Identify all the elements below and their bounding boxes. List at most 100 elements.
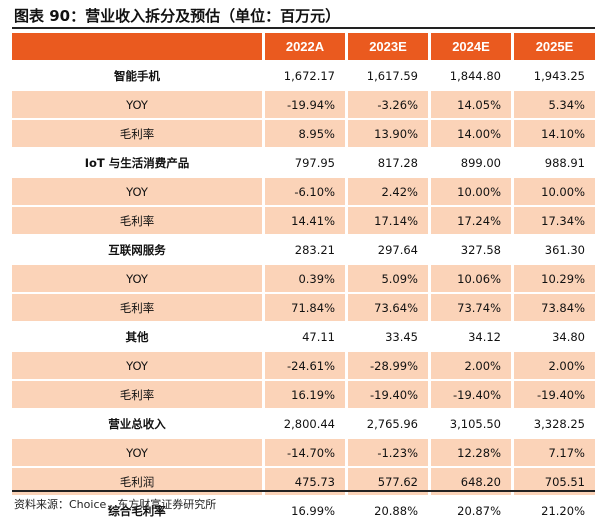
table-row: IoT 与生活消费产品 797.95 817.28 899.00 988.91 [12,147,595,176]
value-cell: 1,844.80 [428,60,511,89]
value-cell: -19.40% [511,379,595,408]
value-cell: 14.41% [262,205,345,234]
value-cell: -1.23% [345,437,428,466]
value-cell: -3.26% [345,89,428,118]
row-label: 毛利率 [12,205,262,234]
row-label: 综合毛利率 [12,495,262,524]
value-cell: 73.84% [511,292,595,321]
value-cell: -19.94% [262,89,345,118]
table-row: 综合毛利率 16.99% 20.88% 20.87% 21.20% [12,495,595,524]
value-cell: 16.99% [262,495,345,524]
row-label: YOY [12,263,262,292]
value-cell: 33.45 [345,321,428,350]
value-cell: -19.40% [345,379,428,408]
row-label: YOY [12,176,262,205]
value-cell: 17.14% [345,205,428,234]
value-cell: 8.95% [262,118,345,147]
table-row: YOY -19.94% -3.26% 14.05% 5.34% [12,89,595,118]
value-cell: 327.58 [428,234,511,263]
value-cell: 21.20% [511,495,595,524]
value-cell: 34.12 [428,321,511,350]
value-cell: 20.87% [428,495,511,524]
value-cell: 2.42% [345,176,428,205]
value-cell: 1,943.25 [511,60,595,89]
header-cell-blank [12,33,262,60]
value-cell: 10.00% [428,176,511,205]
top-rule [12,27,595,29]
header-cell-2024e: 2024E [428,33,511,60]
value-cell: 5.09% [345,263,428,292]
value-cell: 73.74% [428,292,511,321]
value-cell: 16.19% [262,379,345,408]
value-cell: 1,672.17 [262,60,345,89]
value-cell: 283.21 [262,234,345,263]
table-row: 毛利率 16.19% -19.40% -19.40% -19.40% [12,379,595,408]
value-cell: 899.00 [428,147,511,176]
row-label: YOY [12,350,262,379]
value-cell: 2,800.44 [262,408,345,437]
value-cell: 2.00% [428,350,511,379]
value-cell: 13.90% [345,118,428,147]
value-cell: 14.10% [511,118,595,147]
row-label: 营业总收入 [12,408,262,437]
value-cell: -6.10% [262,176,345,205]
value-cell: 17.34% [511,205,595,234]
value-cell: 17.24% [428,205,511,234]
header-row: 2022A 2023E 2024E 2025E [12,33,595,60]
table-row: 毛利率 8.95% 13.90% 14.00% 14.10% [12,118,595,147]
value-cell: 0.39% [262,263,345,292]
source-note: 资料来源：Choice，东方财富证券研究所 [14,498,217,511]
value-cell: 47.11 [262,321,345,350]
value-cell: 817.28 [345,147,428,176]
table-row: 毛利率 71.84% 73.64% 73.74% 73.84% [12,292,595,321]
header-cell-2023e: 2023E [345,33,428,60]
header-cell-2022a: 2022A [262,33,345,60]
table-row: YOY -14.70% -1.23% 12.28% 7.17% [12,437,595,466]
value-cell: 10.00% [511,176,595,205]
header-cell-2025e: 2025E [511,33,595,60]
table-row: YOY -6.10% 2.42% 10.00% 10.00% [12,176,595,205]
value-cell: -28.99% [345,350,428,379]
value-cell: 34.80 [511,321,595,350]
value-cell: -19.40% [428,379,511,408]
table-row: 智能手机 1,672.17 1,617.59 1,844.80 1,943.25 [12,60,595,89]
value-cell: 5.34% [511,89,595,118]
value-cell: 3,328.25 [511,408,595,437]
row-label: YOY [12,437,262,466]
value-cell: 361.30 [511,234,595,263]
revenue-table: 2022A 2023E 2024E 2025E 智能手机 1,672.17 1,61… [12,33,595,524]
table-row: YOY -24.61% -28.99% 2.00% 2.00% [12,350,595,379]
value-cell: 1,617.59 [345,60,428,89]
row-label: 毛利率 [12,292,262,321]
value-cell: 71.84% [262,292,345,321]
value-cell: 2.00% [511,350,595,379]
value-cell: 797.95 [262,147,345,176]
value-cell: 14.00% [428,118,511,147]
value-cell: 297.64 [345,234,428,263]
value-cell: 3,105.50 [428,408,511,437]
row-label: 智能手机 [12,60,262,89]
row-label: IoT 与生活消费产品 [12,147,262,176]
bottom-rule [12,490,595,492]
table-row: 其他 47.11 33.45 34.12 34.80 [12,321,595,350]
value-cell: 10.29% [511,263,595,292]
value-cell: 73.64% [345,292,428,321]
value-cell: -24.61% [262,350,345,379]
value-cell: 14.05% [428,89,511,118]
value-cell: 988.91 [511,147,595,176]
row-label: 毛利率 [12,379,262,408]
table-row: 营业总收入 2,800.44 2,765.96 3,105.50 3,328.25 [12,408,595,437]
row-label: 其他 [12,321,262,350]
row-label: YOY [12,89,262,118]
row-label: 毛利率 [12,118,262,147]
value-cell: 2,765.96 [345,408,428,437]
figure-title: 图表 90：营业收入拆分及预估（单位：百万元） [14,7,341,25]
table-row: YOY 0.39% 5.09% 10.06% 10.29% [12,263,595,292]
row-label: 互联网服务 [12,234,262,263]
value-cell: 7.17% [511,437,595,466]
value-cell: 20.88% [345,495,428,524]
table-row: 互联网服务 283.21 297.64 327.58 361.30 [12,234,595,263]
table-row: 毛利率 14.41% 17.14% 17.24% 17.34% [12,205,595,234]
value-cell: 12.28% [428,437,511,466]
value-cell: 10.06% [428,263,511,292]
